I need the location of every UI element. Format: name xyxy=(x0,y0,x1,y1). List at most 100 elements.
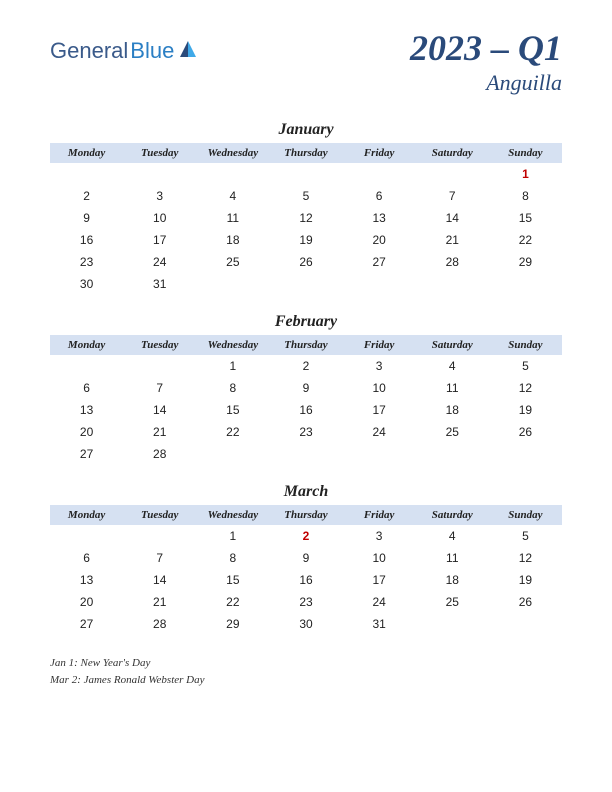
month-name: March xyxy=(50,483,562,501)
day-cell: 23 xyxy=(269,591,342,613)
table-row: 23242526272829 xyxy=(50,251,562,273)
day-cell: 23 xyxy=(269,421,342,443)
month-block: MarchMondayTuesdayWednesdayThursdayFrida… xyxy=(50,483,562,635)
day-cell xyxy=(343,273,416,295)
month-name: February xyxy=(50,313,562,331)
day-cell: 3 xyxy=(343,525,416,547)
day-cell: 26 xyxy=(489,421,562,443)
holiday-entry: Mar 2: James Ronald Webster Day xyxy=(50,672,562,689)
day-cell: 5 xyxy=(489,355,562,377)
day-cell: 14 xyxy=(416,207,489,229)
day-cell: 22 xyxy=(489,229,562,251)
day-cell xyxy=(416,273,489,295)
day-header: Tuesday xyxy=(123,143,196,163)
day-cell: 8 xyxy=(196,377,269,399)
day-header: Friday xyxy=(343,505,416,525)
day-cell: 21 xyxy=(123,591,196,613)
day-cell: 19 xyxy=(489,569,562,591)
day-header: Sunday xyxy=(489,143,562,163)
day-cell: 1 xyxy=(196,355,269,377)
table-row: 2345678 xyxy=(50,185,562,207)
day-cell: 27 xyxy=(50,443,123,465)
table-row: 2728 xyxy=(50,443,562,465)
day-cell: 24 xyxy=(123,251,196,273)
day-cell xyxy=(269,273,342,295)
day-cell: 31 xyxy=(343,613,416,635)
month-block: February MondayTuesdayWednesdayThursdayFr… xyxy=(50,313,562,465)
title-block: 2023 – Q1 Anguilla xyxy=(410,30,562,96)
day-cell: 17 xyxy=(343,569,416,591)
table-row: 6789101112 xyxy=(50,377,562,399)
day-cell: 6 xyxy=(50,377,123,399)
day-cell: 19 xyxy=(489,399,562,421)
day-cell: 7 xyxy=(123,377,196,399)
day-cell: 1 xyxy=(196,525,269,547)
logo: GeneralBlue xyxy=(50,38,198,64)
day-cell: 11 xyxy=(196,207,269,229)
day-cell: 28 xyxy=(416,251,489,273)
day-cell: 5 xyxy=(269,185,342,207)
day-cell: 16 xyxy=(50,229,123,251)
day-cell: 24 xyxy=(343,421,416,443)
day-header: Friday xyxy=(343,335,416,355)
day-cell: 2 xyxy=(269,525,342,547)
day-cell: 13 xyxy=(343,207,416,229)
day-cell: 11 xyxy=(416,377,489,399)
day-cell: 3 xyxy=(343,355,416,377)
day-cell: 14 xyxy=(123,569,196,591)
day-cell: 28 xyxy=(123,443,196,465)
day-cell: 8 xyxy=(489,185,562,207)
day-cell: 1 xyxy=(489,163,562,185)
day-cell: 21 xyxy=(123,421,196,443)
quarter-title: 2023 – Q1 xyxy=(410,30,562,66)
day-header: Tuesday xyxy=(123,335,196,355)
day-cell: 23 xyxy=(50,251,123,273)
day-cell: 25 xyxy=(196,251,269,273)
calendar-table: MondayTuesdayWednesdayThursdayFridaySatu… xyxy=(50,335,562,465)
day-cell: 13 xyxy=(50,569,123,591)
day-cell: 6 xyxy=(343,185,416,207)
logo-icon xyxy=(178,39,198,64)
day-cell: 12 xyxy=(489,377,562,399)
table-row: 3031 xyxy=(50,273,562,295)
day-header: Thursday xyxy=(269,335,342,355)
day-cell: 11 xyxy=(416,547,489,569)
day-cell: 10 xyxy=(343,547,416,569)
table-row: 20212223242526 xyxy=(50,591,562,613)
day-cell: 21 xyxy=(416,229,489,251)
table-row: 12345 xyxy=(50,525,562,547)
day-header: Wednesday xyxy=(196,505,269,525)
day-cell xyxy=(416,443,489,465)
table-row: 2728293031 xyxy=(50,613,562,635)
day-cell: 12 xyxy=(269,207,342,229)
day-cell: 30 xyxy=(50,273,123,295)
day-cell: 5 xyxy=(489,525,562,547)
day-cell xyxy=(196,163,269,185)
day-cell: 17 xyxy=(123,229,196,251)
day-cell xyxy=(50,163,123,185)
table-row: 6789101112 xyxy=(50,547,562,569)
day-cell xyxy=(269,163,342,185)
holiday-entry: Jan 1: New Year's Day xyxy=(50,655,562,672)
table-row: 20212223242526 xyxy=(50,421,562,443)
day-header: Thursday xyxy=(269,143,342,163)
month-name: January xyxy=(50,121,562,139)
day-cell xyxy=(343,443,416,465)
calendar-table: MondayTuesdayWednesdayThursdayFridaySatu… xyxy=(50,143,562,295)
day-cell xyxy=(123,525,196,547)
day-cell: 25 xyxy=(416,421,489,443)
months-container: January MondayTuesdayWednesdayThursdayFri… xyxy=(50,121,562,635)
day-cell: 2 xyxy=(50,185,123,207)
day-cell xyxy=(489,443,562,465)
day-cell xyxy=(123,355,196,377)
day-header: Sunday xyxy=(489,335,562,355)
day-cell: 31 xyxy=(123,273,196,295)
day-cell: 16 xyxy=(269,399,342,421)
day-cell xyxy=(196,443,269,465)
day-cell xyxy=(343,163,416,185)
day-header: Saturday xyxy=(416,335,489,355)
table-row: 9101112131415 xyxy=(50,207,562,229)
day-cell xyxy=(489,613,562,635)
day-cell: 27 xyxy=(343,251,416,273)
day-cell xyxy=(416,613,489,635)
